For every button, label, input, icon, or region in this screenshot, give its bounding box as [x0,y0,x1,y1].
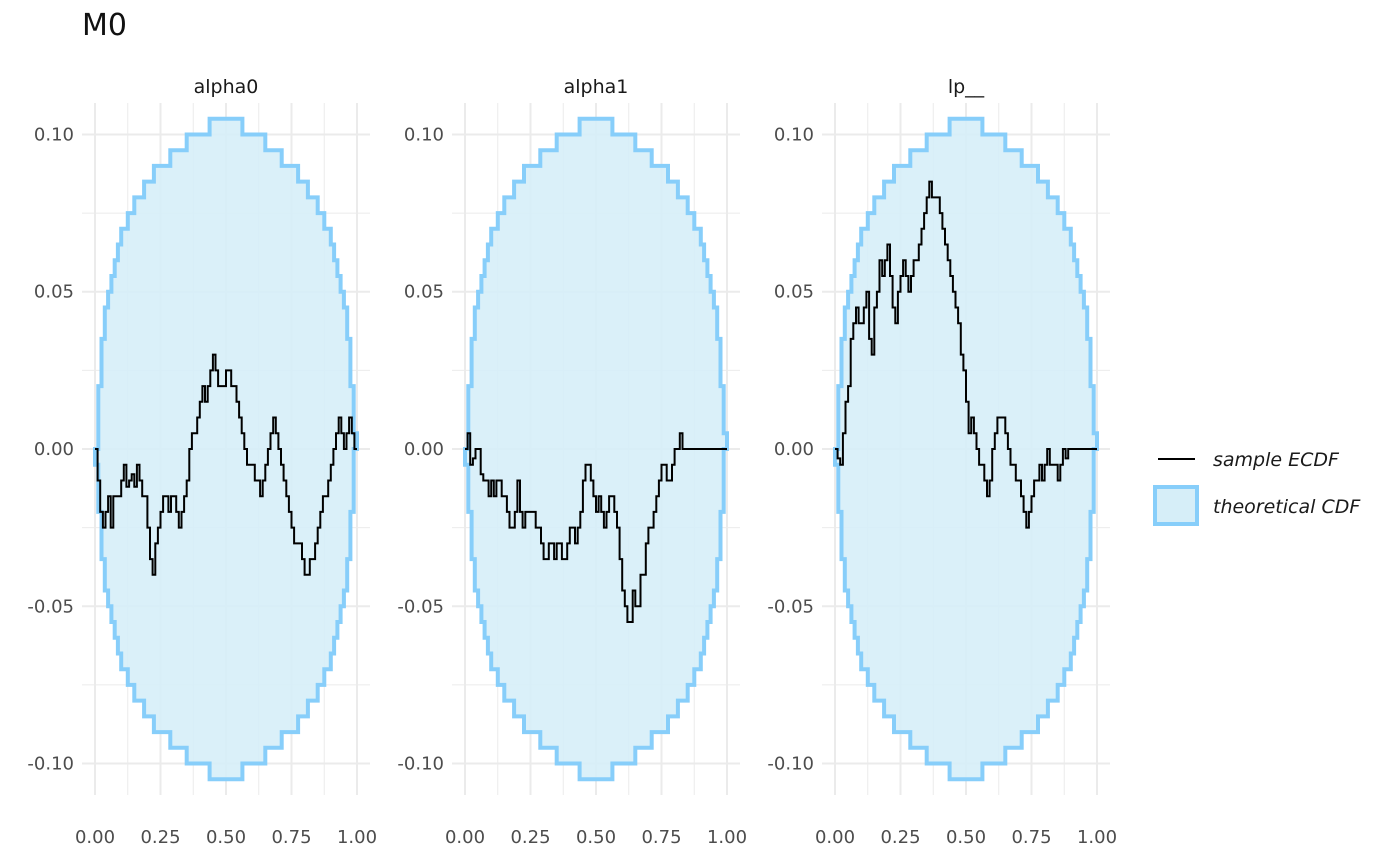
y-tick-label: 0.00 [34,439,74,460]
y-tick-label: 0.00 [774,439,814,460]
facet-panel-2: lp__ 0.10 0.05 0.00 -0.05 -0.10 0.00 0.25 0.50 0.… [767,76,1117,848]
legend-label-sample-ecdf: sample ECDF [1213,449,1340,471]
y-tick-label: -0.10 [27,754,74,775]
x-tick-label: 1.00 [337,827,377,848]
x-tick-label: 0.25 [140,827,180,848]
y-tick-label: -0.10 [767,754,814,775]
sample-ecdf-line [95,353,357,576]
facet-panel-1: alpha1 0.10 0.05 0.00 -0.05 -0.10 0.00 0.25 0.50… [397,76,747,848]
x-tick-label: 1.00 [707,827,747,848]
y-tick-label: 0.10 [774,124,814,145]
y-tick-label: -0.05 [767,596,814,617]
y-tick-label: -0.05 [397,596,444,617]
x-tick-label: 0.00 [815,827,855,848]
x-tick-label: 0.00 [75,827,115,848]
x-tick-label: 0.00 [445,827,485,848]
y-tick-label: 0.00 [404,439,444,460]
theoretical-cdf-band [833,116,1099,782]
y-tick-label: -0.10 [397,754,444,775]
y-tick-label: 0.05 [774,282,814,303]
legend-band-key [1153,485,1199,526]
theoretical-cdf-band [93,116,359,782]
facet-label: alpha0 [194,76,259,98]
y-tick-label: 0.10 [34,124,74,145]
y-tick-label: 0.05 [34,282,74,303]
x-tick-label: 0.25 [510,827,550,848]
x-tick-label: 0.25 [880,827,920,848]
sample-ecdf-line [835,180,1097,529]
page-title: M0 [82,8,127,43]
x-tick-label: 0.50 [946,827,986,848]
y-tick-label: 0.10 [404,124,444,145]
sample-ecdf-line [465,432,727,623]
y-tick-label: 0.05 [404,282,444,303]
x-tick-label: 0.75 [1011,827,1051,848]
facet-label: alpha1 [564,76,629,98]
facet-label: lp__ [948,76,985,98]
facet-panel-0: alpha0 0.10 0.05 0.00 -0.05 -0.10 0.00 0.25 0.50… [27,76,377,848]
x-tick-label: 0.50 [206,827,246,848]
x-tick-label: 0.75 [641,827,681,848]
y-tick-label: -0.05 [27,596,74,617]
x-tick-label: 0.75 [271,827,311,848]
legend-label-theoretical-cdf: theoretical CDF [1213,496,1361,518]
legend: sample ECDF theoretical CDF [1153,449,1361,526]
x-tick-label: 1.00 [1077,827,1117,848]
x-tick-label: 0.50 [576,827,616,848]
